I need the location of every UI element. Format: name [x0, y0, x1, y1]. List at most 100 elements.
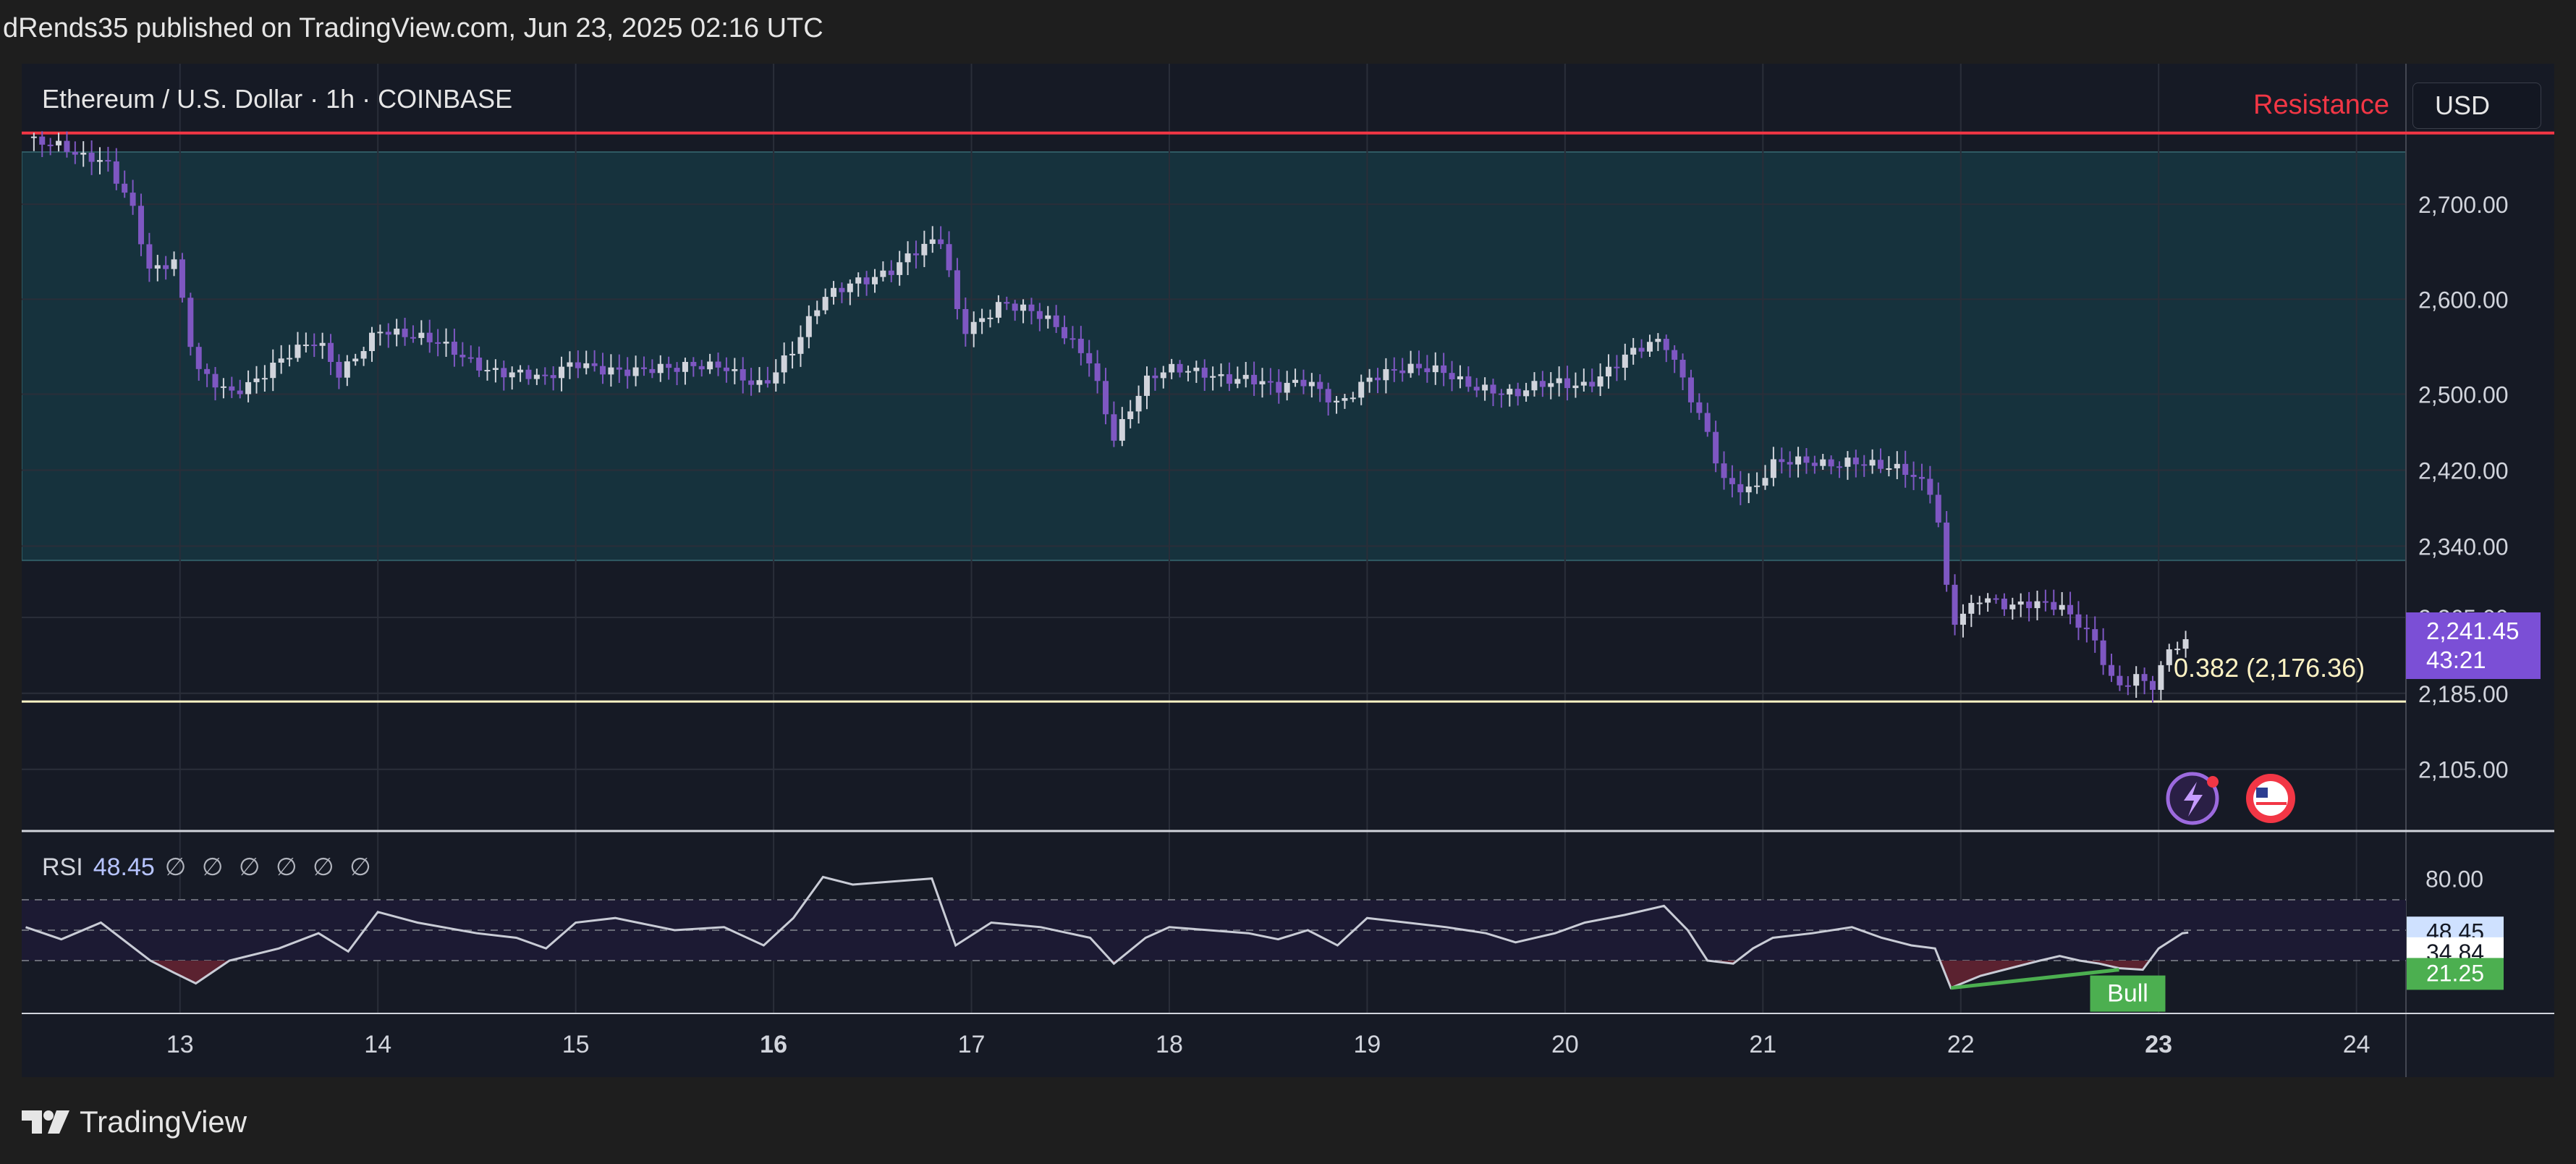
time-tick-label-20: 20 — [1551, 1031, 1579, 1058]
candle-body-89 — [764, 380, 771, 384]
currency-button[interactable]: USD — [2412, 83, 2541, 129]
candle-body-78 — [674, 368, 680, 372]
candle-body-193 — [1622, 354, 1628, 368]
candle-body-49 — [435, 342, 441, 344]
us-flag-inner-icon — [2253, 781, 2288, 816]
candle-body-240 — [2009, 604, 2016, 610]
candle-body-113 — [962, 308, 969, 334]
rsi-current-value: 48.45 — [93, 853, 155, 881]
candle-body-260 — [2174, 649, 2181, 651]
candle-body-229 — [1918, 476, 1925, 479]
symbol-title: Ethereum / U.S. Dollar · 1h · COINBASE — [42, 84, 513, 114]
candle-body-207 — [1737, 484, 1744, 493]
candle-body-99 — [847, 283, 853, 292]
candle-body-92 — [789, 353, 796, 355]
lightning-icon — [2184, 782, 2203, 817]
candle-body-167 — [1407, 363, 1414, 374]
candle-body-98 — [839, 287, 845, 292]
candle-body-137 — [1160, 372, 1166, 379]
candle-body-191 — [1606, 366, 1612, 376]
candle-body-168 — [1415, 363, 1422, 368]
bull-divergence-line[interactable] — [1950, 968, 2119, 990]
candle-body-59 — [517, 369, 524, 373]
tradingview-logo[interactable]: TradingView — [22, 1105, 247, 1139]
candle-body-136 — [1152, 375, 1158, 379]
candle-body-118 — [1004, 302, 1010, 304]
candle-body-201 — [1687, 377, 1694, 402]
time-tick-label-22: 22 — [1947, 1031, 1975, 1058]
candle-body-198 — [1663, 339, 1669, 350]
rsi-line[interactable] — [25, 875, 2189, 990]
candle-body-150 — [1267, 381, 1274, 383]
candle-body-53 — [467, 357, 474, 359]
candle-body-206 — [1729, 478, 1735, 484]
candle-body-72 — [624, 369, 631, 376]
candle-body-50 — [443, 342, 449, 344]
rsi-name: RSI — [42, 853, 83, 881]
candle-body-237 — [1985, 598, 1991, 603]
bull-label-box — [2090, 975, 2166, 1012]
candle-body-7 — [88, 152, 95, 162]
candle-body-152 — [1284, 382, 1290, 393]
candle-body-15 — [154, 265, 161, 269]
candle-body-122 — [1036, 311, 1043, 319]
candle-body-26 — [245, 381, 252, 395]
candle-body-109 — [929, 239, 936, 244]
candle-body-190 — [1597, 376, 1603, 387]
candle-body-182 — [1531, 381, 1538, 391]
candle-body-10 — [113, 161, 119, 184]
publisher-line: dRends35 published on TradingView.com, J… — [3, 13, 823, 43]
candle-body-157 — [1325, 389, 1331, 402]
candle-body-21 — [204, 368, 211, 374]
candle-body-250 — [2092, 629, 2098, 641]
candle-body-138 — [1169, 363, 1175, 373]
candle-body-81 — [698, 366, 705, 370]
candle-body-189 — [1589, 381, 1596, 387]
time-tick-label-21: 21 — [1749, 1031, 1776, 1058]
candle-body-44 — [394, 329, 400, 335]
candle-body-117 — [995, 302, 1001, 318]
candle-body-76 — [657, 363, 664, 374]
candle-body-163 — [1375, 377, 1381, 381]
candle-body-36 — [328, 342, 334, 362]
price-chart[interactable]: 2,700.00 2,600.00 2,500.00 2,420.00 2,340.00… — [22, 64, 2554, 1077]
candle-body-47 — [418, 332, 425, 338]
candle-body-213 — [1787, 462, 1793, 465]
candle-body-188 — [1580, 381, 1587, 386]
candle-body-66 — [575, 362, 581, 368]
chart-panel[interactable]: 2,700.00 2,600.00 2,500.00 2,420.00 2,340.00… — [22, 64, 2554, 1077]
candle-body-70 — [608, 367, 614, 375]
candle-body-111 — [946, 244, 952, 271]
candle-body-174 — [1465, 376, 1472, 387]
candle-body-176 — [1482, 384, 1488, 391]
candle-body-37 — [336, 361, 342, 378]
candle-body-102 — [871, 277, 878, 284]
candle-body-225 — [1886, 468, 1892, 470]
candle-body-19 — [187, 298, 194, 347]
candle-body-185 — [1556, 378, 1562, 384]
candle-body-79 — [682, 361, 688, 372]
us-flag-canton-icon — [2256, 788, 2268, 798]
candle-body-2 — [47, 144, 54, 146]
candle-body-14 — [146, 244, 153, 269]
candle-body-45 — [402, 329, 408, 337]
candle-body-121 — [1028, 304, 1035, 311]
candle-body-6 — [80, 152, 87, 155]
candle-body-166 — [1399, 370, 1406, 374]
candle-body-177 — [1490, 384, 1496, 394]
candle-body-139 — [1177, 363, 1183, 373]
rsi-legend[interactable]: RSI 48.45 ∅ ∅ ∅ ∅ ∅ ∅ — [42, 853, 376, 882]
candle-body-112 — [954, 270, 960, 309]
candle-body-127 — [1077, 338, 1084, 353]
candle-body-257 — [2149, 680, 2156, 690]
candle-body-93 — [797, 337, 804, 354]
candle-body-74 — [640, 367, 647, 369]
candle-body-161 — [1358, 381, 1365, 398]
candle-body-196 — [1646, 342, 1653, 352]
candle-body-97 — [831, 287, 837, 298]
candle-body-228 — [1910, 474, 1917, 477]
candle-body-226 — [1894, 463, 1900, 468]
candle-body-33 — [302, 345, 309, 347]
time-tick-label-17: 17 — [958, 1031, 986, 1058]
candle-body-195 — [1638, 347, 1645, 352]
